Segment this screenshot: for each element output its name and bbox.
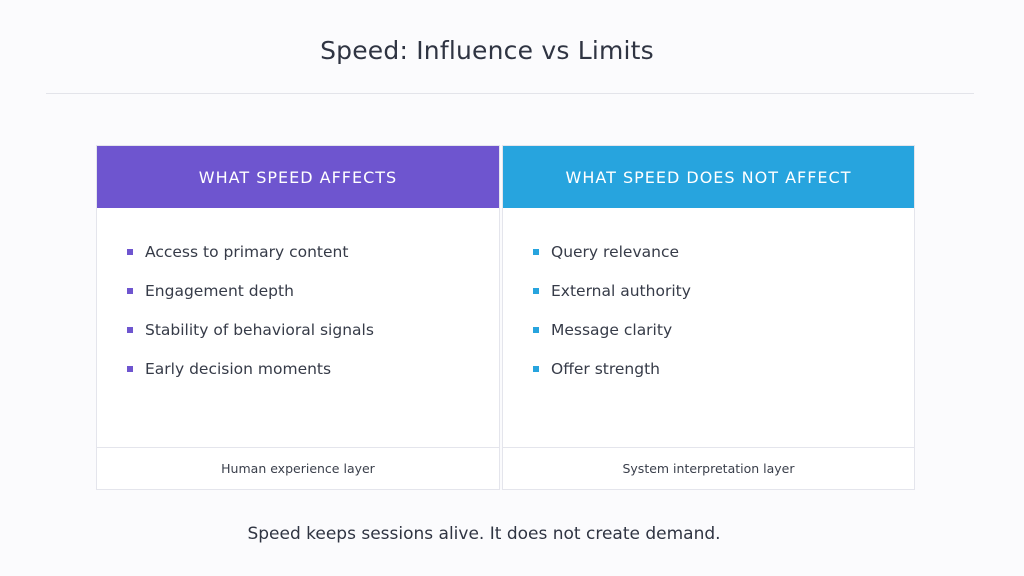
page-title: Speed: Influence vs Limits	[320, 36, 654, 65]
speed-affects-panel: WHAT SPEED AFFECTS Access to primary con…	[96, 145, 500, 490]
square-bullet-icon	[533, 248, 539, 255]
list-item: Engagement depth	[127, 271, 499, 310]
list-item: Access to primary content	[127, 232, 499, 271]
speed-not-affect-list: Query relevance External authority Messa…	[503, 208, 914, 388]
list-item: Query relevance	[533, 232, 914, 271]
list-item-label: Query relevance	[551, 242, 679, 261]
list-item: Message clarity	[533, 310, 914, 349]
caption-text: Speed keeps sessions alive. It does not …	[247, 524, 721, 544]
list-item-label: External authority	[551, 281, 691, 300]
square-bullet-icon	[533, 287, 539, 294]
list-item-label: Offer strength	[551, 359, 660, 378]
speed-affects-header: WHAT SPEED AFFECTS	[97, 146, 499, 208]
list-item-label: Early decision moments	[145, 359, 332, 378]
title-divider	[46, 93, 974, 94]
speed-affects-list: Access to primary content Engagement dep…	[97, 208, 499, 388]
speed-not-affect-footer: System interpretation layer	[503, 447, 914, 489]
list-item-label: Message clarity	[551, 320, 673, 339]
list-item: Stability of behavioral signals	[127, 310, 499, 349]
square-bullet-icon	[127, 248, 133, 255]
list-item-label: Engagement depth	[145, 281, 294, 300]
square-bullet-icon	[533, 365, 539, 372]
square-bullet-icon	[127, 326, 133, 333]
list-item: Early decision moments	[127, 349, 499, 388]
list-item: Offer strength	[533, 349, 914, 388]
speed-not-affect-panel: WHAT SPEED DOES NOT AFFECT Query relevan…	[502, 145, 915, 490]
speed-not-affect-header: WHAT SPEED DOES NOT AFFECT	[503, 146, 914, 208]
list-item-label: Stability of behavioral signals	[145, 320, 374, 339]
list-item-label: Access to primary content	[145, 242, 349, 261]
square-bullet-icon	[533, 326, 539, 333]
square-bullet-icon	[127, 287, 133, 294]
list-item: External authority	[533, 271, 914, 310]
speed-affects-footer: Human experience layer	[97, 447, 499, 489]
square-bullet-icon	[127, 365, 133, 372]
